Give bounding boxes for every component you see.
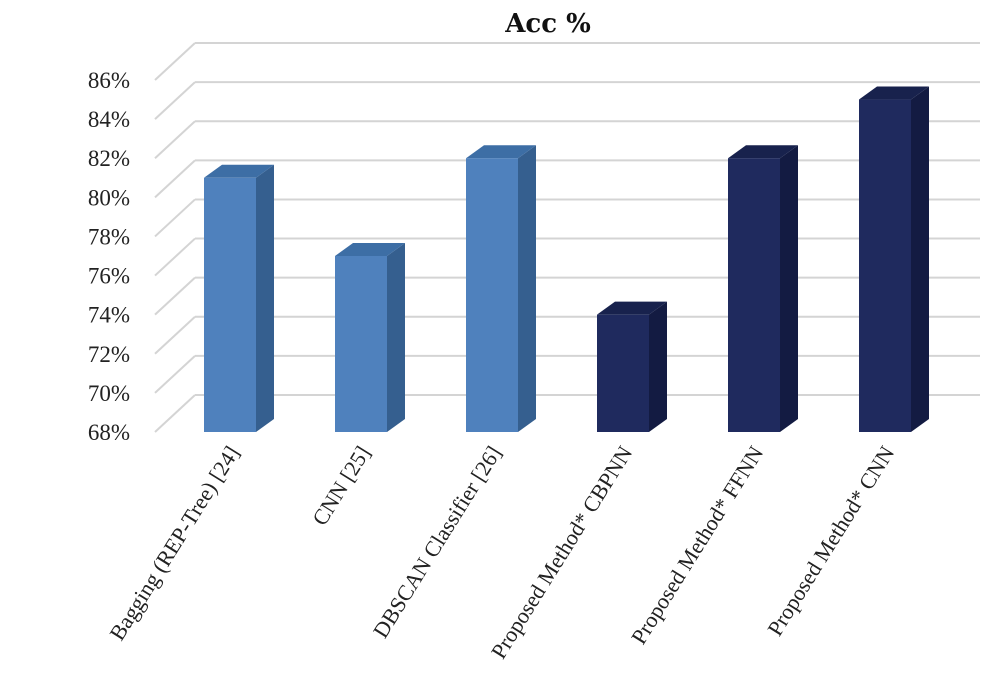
gridline-72 — [154, 315, 980, 355]
bar-top — [597, 301, 667, 315]
y-tick-label: 86% — [88, 68, 130, 93]
x-category-label: CNN [25] — [307, 441, 375, 529]
gridline-70 — [154, 354, 980, 394]
bar-6 — [859, 86, 929, 433]
y-tick-label: 84% — [88, 107, 130, 132]
bar-front — [728, 158, 780, 432]
bar-side — [256, 164, 274, 432]
y-axis-tick-labels: 68% 70% 72% 74% 76% 78% 80% 82% 84% 86% — [88, 68, 130, 445]
gridline-82 — [154, 120, 980, 159]
bar-top — [335, 243, 405, 256]
gridline-86 — [154, 42, 980, 81]
bar-side — [911, 86, 929, 433]
bar-top — [204, 164, 274, 178]
bars — [204, 86, 929, 433]
bar-side — [518, 145, 536, 432]
bar-1 — [204, 164, 274, 432]
bar-3 — [466, 145, 536, 432]
bar-side — [649, 301, 667, 432]
bar-front — [597, 314, 649, 432]
gridline-68 — [154, 394, 980, 433]
x-category-label: Bagging (REP-Tree) [24] — [104, 441, 244, 644]
y-tick-label: 74% — [88, 303, 130, 328]
bar-front — [335, 256, 387, 432]
gridline-78 — [154, 198, 980, 238]
x-category-label: DBSCAN Classifier [26] — [368, 441, 506, 642]
y-tick-label: 80% — [88, 185, 130, 210]
bar-front — [859, 99, 911, 433]
x-axis-category-labels: Bagging (REP-Tree) [24] CNN [25]DBSCAN Cl… — [104, 441, 899, 663]
y-tick-label: 72% — [88, 342, 130, 367]
bar-top — [466, 145, 536, 159]
bar-front — [466, 158, 518, 432]
chart-title: Acc % — [504, 9, 591, 39]
gridline-74 — [154, 276, 980, 316]
bar-top — [728, 145, 798, 159]
y-tick-label: 76% — [88, 264, 130, 289]
gridline-80 — [154, 159, 980, 199]
bar-side — [780, 145, 798, 432]
y-tick-label: 68% — [88, 420, 130, 445]
bar-top — [859, 86, 929, 100]
y-tick-label: 70% — [88, 381, 130, 406]
x-category-label: Proposed Method* CNN — [762, 441, 899, 640]
bar-5 — [728, 145, 798, 432]
bar-2 — [335, 243, 405, 432]
bar-side — [387, 243, 405, 432]
x-category-label: Proposed Method* FFNN — [626, 441, 768, 648]
x-category-label: Proposed Method* CBPNN — [486, 441, 637, 663]
gridlines — [154, 42, 980, 433]
y-tick-label: 78% — [88, 224, 130, 249]
gridline-84 — [154, 81, 980, 120]
bar-front — [204, 177, 256, 432]
gridline-76 — [154, 237, 980, 277]
bar-4 — [597, 301, 667, 432]
y-tick-label: 82% — [88, 146, 130, 171]
